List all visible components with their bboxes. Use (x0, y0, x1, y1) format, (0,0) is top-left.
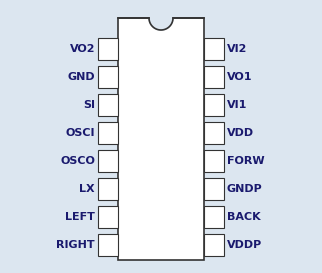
Bar (204, 94, 224, 116)
Bar (98, 206, 118, 228)
Text: OSCI: OSCI (65, 128, 95, 138)
Text: OSCO: OSCO (60, 156, 95, 166)
Text: SI: SI (83, 100, 95, 110)
Bar (204, 234, 224, 256)
Bar (204, 178, 224, 200)
Text: VO1: VO1 (227, 72, 252, 82)
Bar (98, 234, 118, 256)
Text: LX: LX (80, 184, 95, 194)
Bar (98, 94, 118, 116)
Bar (204, 206, 224, 228)
Polygon shape (149, 18, 173, 30)
Text: LEFT: LEFT (65, 212, 95, 222)
Bar (118, 18, 204, 260)
Text: GNDP: GNDP (227, 184, 263, 194)
Text: FORW: FORW (227, 156, 265, 166)
Bar (204, 66, 224, 88)
Bar (204, 122, 224, 144)
Bar (204, 150, 224, 172)
Text: VI1: VI1 (227, 100, 247, 110)
Text: VI2: VI2 (227, 44, 247, 54)
Text: GND: GND (67, 72, 95, 82)
Bar (98, 38, 118, 60)
Text: RIGHT: RIGHT (56, 240, 95, 250)
Bar (98, 150, 118, 172)
Bar (204, 38, 224, 60)
Text: VDD: VDD (227, 128, 254, 138)
Text: BACK: BACK (227, 212, 260, 222)
Bar (98, 122, 118, 144)
Text: VDDP: VDDP (227, 240, 262, 250)
Text: VO2: VO2 (70, 44, 95, 54)
Bar (98, 178, 118, 200)
Bar (98, 66, 118, 88)
